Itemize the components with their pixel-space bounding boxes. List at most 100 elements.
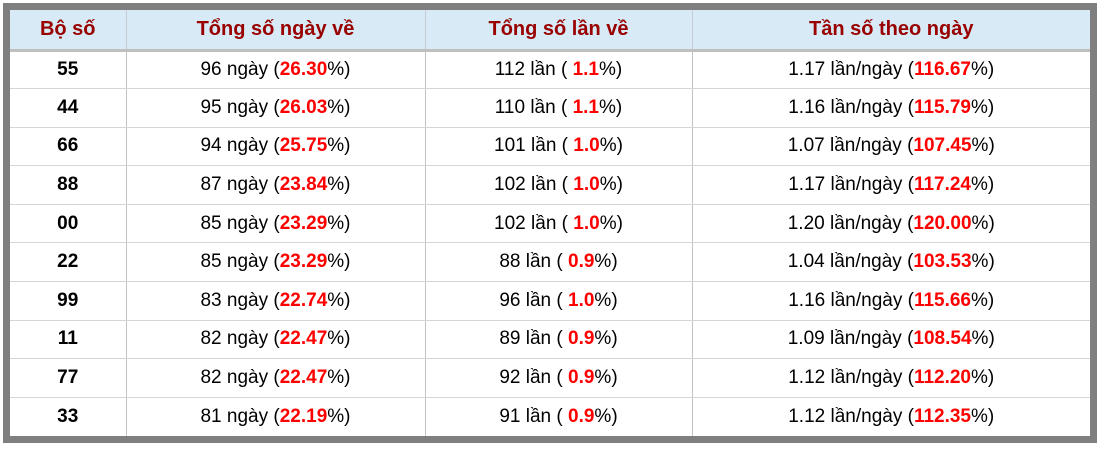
days-text-suffix: %) [327, 367, 351, 389]
days-percent-value: 22.74 [279, 289, 328, 311]
times-text-suffix: %) [594, 328, 618, 350]
times-text-suffix: %) [594, 367, 618, 389]
frequency-percent-value: 115.79 [913, 96, 972, 118]
days-text: 95 ngày ( [200, 96, 280, 118]
total-times-cell: 102 lần ( 1.0%) [425, 204, 693, 244]
total-days-cell: 87 ngày (23.84%) [126, 165, 426, 205]
table-row: 00 85 ngày (23.29%) 102 lần ( 1.0%) 1.20… [10, 204, 1090, 244]
frequency-percent-value: 112.35 [913, 405, 972, 427]
days-text-suffix: %) [327, 174, 351, 196]
table-row: 88 87 ngày (23.84%) 102 lần ( 1.0%) 1.17… [10, 165, 1090, 205]
table-row: 99 83 ngày (22.74%) 96 lần ( 1.0%) 1.16 … [10, 281, 1090, 321]
times-text: 102 lần ( [494, 212, 574, 234]
frequency-percent-value: 120.00 [913, 212, 972, 234]
column-header-pair: Bộ số [10, 10, 127, 52]
total-days-cell: 85 ngày (23.29%) [126, 204, 426, 244]
total-times-cell: 101 lần ( 1.0%) [425, 127, 693, 167]
times-text-suffix: %) [599, 212, 623, 234]
times-percent-value: 1.1 [572, 96, 599, 118]
times-percent-value: 0.9 [568, 405, 595, 427]
frequency-cell: 1.17 lần/ngày (117.24%) [692, 165, 1090, 205]
frequency-text-suffix: %) [971, 328, 995, 350]
days-percent-value: 26.03 [279, 96, 328, 118]
column-header-total-days: Tổng số ngày về [126, 10, 426, 52]
times-percent-value: 0.9 [568, 367, 595, 389]
days-percent-value: 25.75 [279, 135, 328, 157]
times-text-suffix: %) [599, 174, 623, 196]
frequency-text-suffix: %) [971, 212, 995, 234]
times-text-suffix: %) [599, 135, 623, 157]
total-days-cell: 85 ngày (23.29%) [126, 242, 426, 283]
days-text-suffix: %) [327, 289, 351, 311]
total-times-cell: 89 lần ( 0.9%) [425, 320, 693, 360]
days-percent-value: 22.47 [279, 367, 328, 389]
frequency-text-suffix: %) [971, 367, 995, 389]
frequency-percent-value: 103.53 [913, 251, 972, 273]
pair-number-cell: 77 [10, 358, 127, 398]
table-row: 44 95 ngày (26.03%) 110 lần ( 1.1%) 1.16… [10, 88, 1090, 128]
table-row: 11 82 ngày (22.47%) 89 lần ( 0.9%) 1.09 … [10, 320, 1090, 360]
times-percent-value: 1.1 [572, 58, 599, 80]
total-times-cell: 96 lần ( 1.0%) [425, 281, 693, 321]
pair-number-cell: 66 [10, 127, 127, 167]
pair-number-cell: 44 [10, 88, 127, 128]
frequency-text-suffix: %) [971, 58, 995, 80]
pair-number-cell: 00 [10, 204, 127, 244]
days-text: 87 ngày ( [200, 174, 280, 196]
total-days-cell: 96 ngày (26.30%) [126, 50, 426, 90]
total-days-cell: 83 ngày (22.74%) [126, 281, 426, 321]
table-header: Bộ số Tổng số ngày về Tổng số lần về Tần… [10, 10, 1090, 52]
days-text-suffix: %) [327, 328, 351, 350]
times-text: 88 lần ( [499, 251, 568, 273]
pair-number-cell: 11 [10, 320, 127, 360]
days-text: 96 ngày ( [200, 58, 280, 80]
days-text-suffix: %) [327, 96, 351, 118]
table-row: 77 82 ngày (22.47%) 92 lần ( 0.9%) 1.12 … [10, 358, 1090, 398]
days-text: 85 ngày ( [200, 212, 280, 234]
frequency-cell: 1.04 lần/ngày (103.53%) [692, 242, 1090, 283]
pair-number-cell: 99 [10, 281, 127, 321]
frequency-text-suffix: %) [971, 174, 995, 196]
table-row: 33 81 ngày (22.19%) 91 lần ( 0.9%) 1.12 … [10, 397, 1090, 436]
frequency-text: 1.07 lần/ngày ( [787, 135, 914, 157]
header-row: Bộ số Tổng số ngày về Tổng số lần về Tần… [10, 10, 1090, 52]
pair-number-cell: 22 [10, 242, 127, 283]
frequency-cell: 1.09 lần/ngày (108.54%) [692, 320, 1090, 360]
days-percent-value: 23.29 [279, 212, 328, 234]
frequency-text-suffix: %) [971, 96, 995, 118]
days-percent-value: 22.19 [279, 405, 328, 427]
frequency-text-suffix: %) [971, 251, 995, 273]
times-text: 101 lần ( [494, 135, 574, 157]
times-percent-value: 0.9 [568, 251, 595, 273]
times-text-suffix: %) [599, 58, 623, 80]
times-percent-value: 1.0 [573, 174, 600, 196]
times-text-suffix: %) [599, 96, 623, 118]
frequency-cell: 1.16 lần/ngày (115.79%) [692, 88, 1090, 128]
frequency-text: 1.16 lần/ngày ( [788, 289, 914, 311]
times-percent-value: 1.0 [573, 135, 600, 157]
days-text-suffix: %) [327, 58, 351, 80]
days-text: 82 ngày ( [200, 328, 280, 350]
days-text-suffix: %) [327, 251, 351, 273]
frequency-text: 1.12 lần/ngày ( [788, 405, 914, 427]
frequency-text-suffix: %) [971, 405, 995, 427]
frequency-text-suffix: %) [971, 289, 995, 311]
times-text: 91 lần ( [499, 405, 568, 427]
frequency-percent-value: 112.20 [913, 367, 972, 389]
frequency-percent-value: 107.45 [913, 135, 972, 157]
frequency-text: 1.17 lần/ngày ( [788, 174, 914, 196]
frequency-text-suffix: %) [971, 135, 995, 157]
days-text: 94 ngày ( [200, 135, 280, 157]
total-times-cell: 102 lần ( 1.0%) [425, 165, 693, 205]
total-times-cell: 91 lần ( 0.9%) [425, 397, 693, 436]
times-text-suffix: %) [594, 405, 618, 427]
frequency-text: 1.16 lần/ngày ( [788, 96, 914, 118]
total-days-cell: 81 ngày (22.19%) [126, 397, 426, 436]
total-times-cell: 88 lần ( 0.9%) [425, 242, 693, 283]
times-text: 102 lần ( [494, 174, 574, 196]
days-text: 85 ngày ( [200, 251, 280, 273]
total-times-cell: 110 lần ( 1.1%) [425, 88, 693, 128]
frequency-text: 1.04 lần/ngày ( [787, 251, 914, 273]
frequency-cell: 1.07 lần/ngày (107.45%) [692, 127, 1090, 167]
frequency-percent-value: 116.67 [913, 58, 972, 80]
